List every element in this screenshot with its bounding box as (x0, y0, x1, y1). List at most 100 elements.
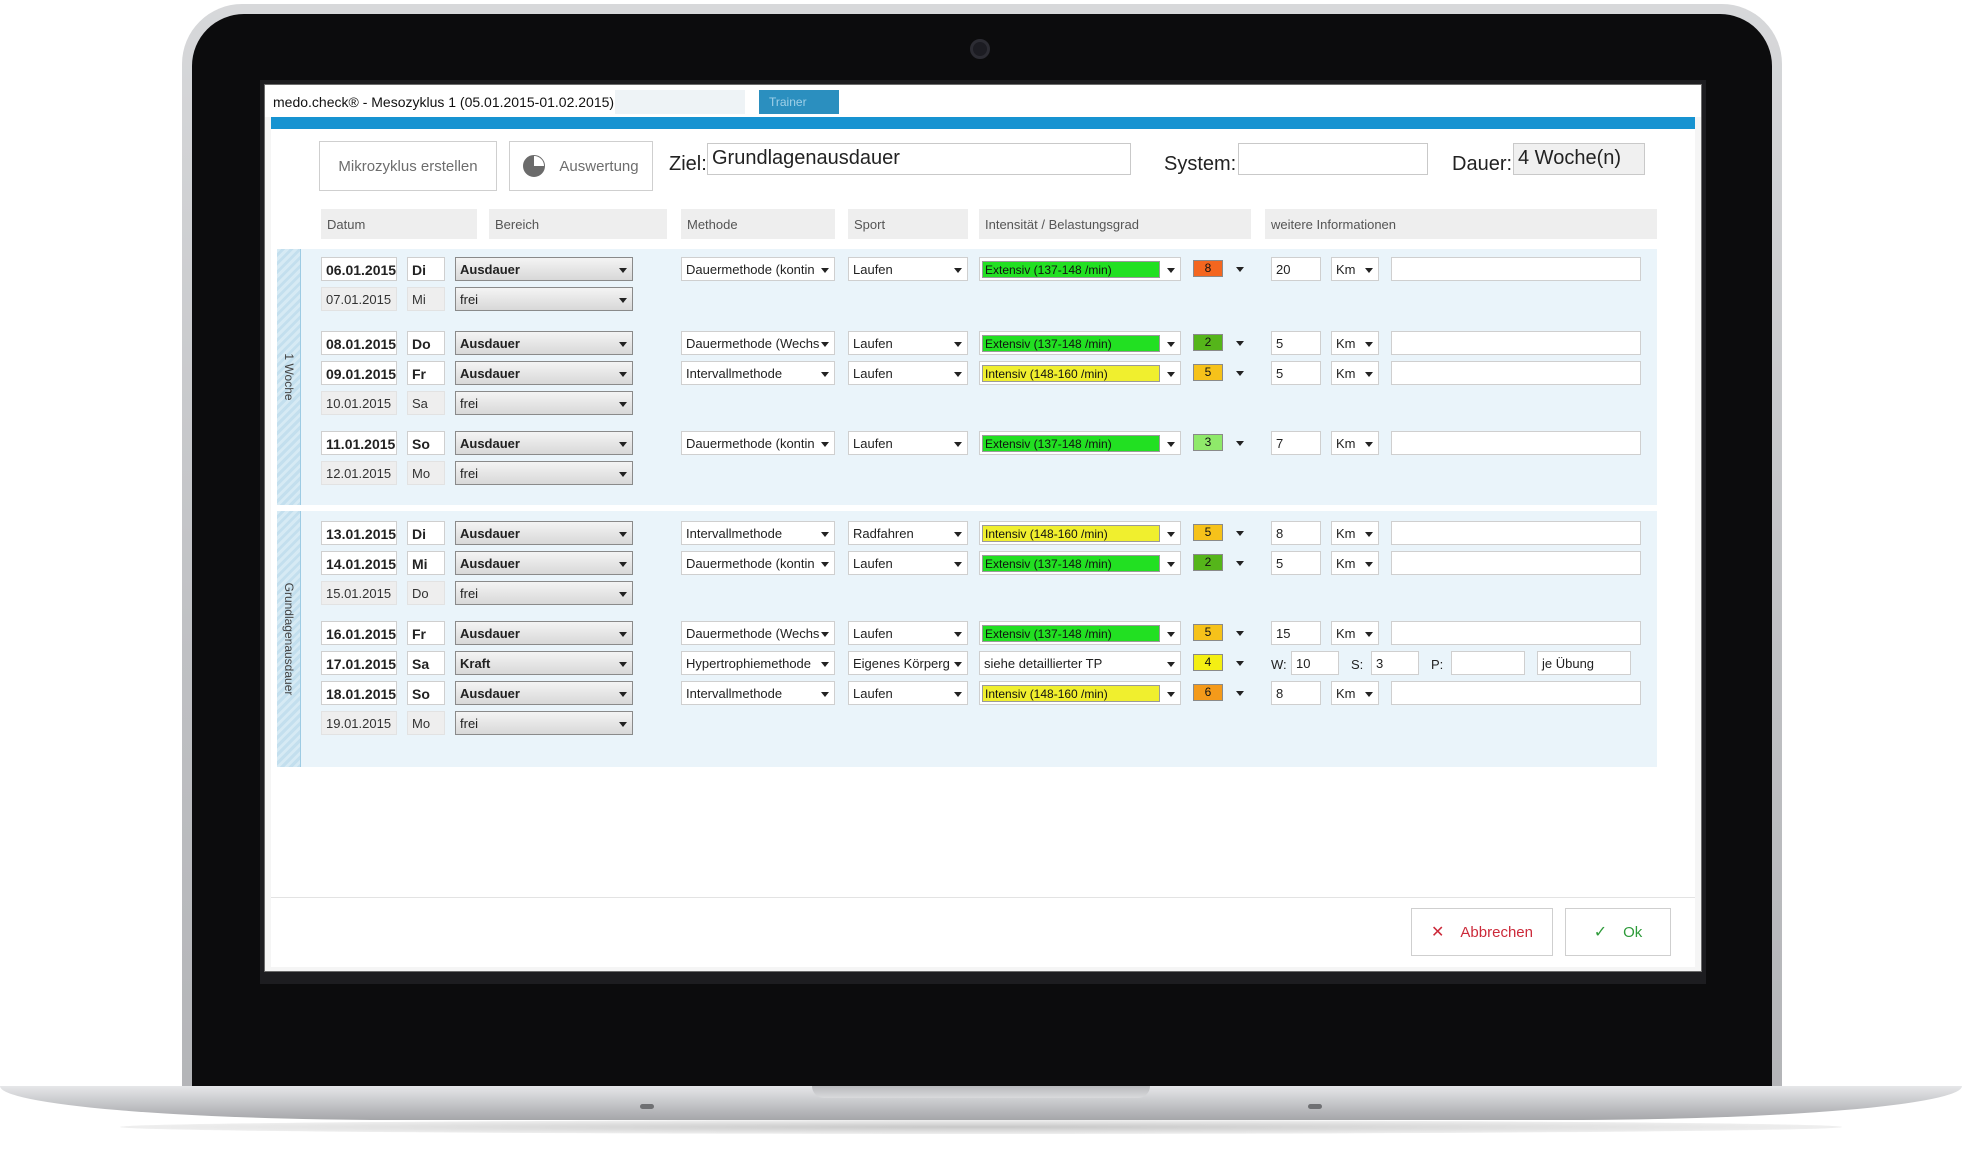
week-1-tab[interactable]: 1 Woche (277, 249, 301, 505)
unit-select[interactable]: Km (1331, 621, 1379, 645)
unit-select[interactable]: Km (1331, 551, 1379, 575)
intensity-select[interactable]: Intensiv (148-160 /min) (979, 681, 1181, 705)
notes-input[interactable] (1391, 621, 1641, 645)
load-level-select[interactable]: 5 (1191, 521, 1249, 545)
date-cell[interactable]: 13.01.2015 (321, 521, 397, 545)
load-level-select[interactable]: 2 (1191, 551, 1249, 575)
area-select[interactable]: Ausdauer (455, 551, 633, 575)
weight-input[interactable]: 10 (1291, 651, 1339, 675)
intensity-select[interactable]: Extensiv (137-148 /min) (979, 621, 1181, 645)
unit-select[interactable]: Km (1331, 431, 1379, 455)
area-select[interactable]: Ausdauer (455, 521, 633, 545)
goal-input[interactable]: Grundlagenausdauer (707, 143, 1131, 175)
load-level-select[interactable]: 6 (1191, 681, 1249, 705)
unit-select[interactable]: Km (1331, 361, 1379, 385)
date-cell[interactable]: 11.01.2015 (321, 431, 397, 455)
method-select[interactable]: Intervallmethode (681, 361, 835, 385)
date-cell[interactable]: 06.01.2015 (321, 257, 397, 281)
per-exercise-field[interactable]: je Übung (1537, 651, 1631, 675)
area-select[interactable]: Ausdauer (455, 431, 633, 455)
load-level-select[interactable]: 4 (1191, 651, 1249, 675)
chevron-down-icon (1236, 691, 1244, 696)
notes-input[interactable] (1391, 257, 1641, 281)
distance-input[interactable]: 20 (1271, 257, 1321, 281)
date-cell[interactable]: 08.01.2015 (321, 331, 397, 355)
intensity-select[interactable]: Extensiv (137-148 /min) (979, 331, 1181, 355)
sport-select[interactable]: Laufen (848, 257, 968, 281)
method-select[interactable]: Intervallmethode (681, 521, 835, 545)
pause-input[interactable] (1451, 651, 1525, 675)
load-level-select[interactable]: 8 (1191, 257, 1249, 281)
unit-select[interactable]: Km (1331, 681, 1379, 705)
chevron-down-icon (821, 562, 829, 567)
cancel-button[interactable]: ✕ Abbrechen (1411, 908, 1553, 956)
intensity-select[interactable]: Intensiv (148-160 /min) (979, 361, 1181, 385)
unit-select-value: Km (1336, 366, 1356, 381)
notes-input[interactable] (1391, 521, 1641, 545)
load-level-select[interactable]: 2 (1191, 331, 1249, 355)
date-cell[interactable]: 09.01.2015 (321, 361, 397, 385)
intensity-select[interactable]: Intensiv (148-160 /min) (979, 521, 1181, 545)
intensity-select[interactable]: Extensiv (137-148 /min) (979, 257, 1181, 281)
notes-input[interactable] (1391, 331, 1641, 355)
distance-input[interactable]: 5 (1271, 361, 1321, 385)
create-microcycle-button[interactable]: Mikrozyklus erstellen (319, 141, 497, 191)
sport-select[interactable]: Radfahren (848, 521, 968, 545)
ok-button[interactable]: ✓ Ok (1565, 908, 1671, 956)
date-cell[interactable]: 18.01.2015 (321, 681, 397, 705)
area-select[interactable]: frei (455, 581, 633, 605)
area-select[interactable]: Ausdauer (455, 361, 633, 385)
area-select[interactable]: Ausdauer (455, 331, 633, 355)
sport-select[interactable]: Laufen (848, 621, 968, 645)
method-select[interactable]: Dauermethode (kontin (681, 257, 835, 281)
method-select[interactable]: Dauermethode (kontin (681, 551, 835, 575)
date-cell[interactable]: 14.01.2015 (321, 551, 397, 575)
area-select[interactable]: frei (455, 287, 633, 311)
distance-input[interactable]: 15 (1271, 621, 1321, 645)
area-select[interactable]: Ausdauer (455, 621, 633, 645)
sport-select[interactable]: Laufen (848, 431, 968, 455)
distance-input[interactable]: 7 (1271, 431, 1321, 455)
distance-input[interactable]: 8 (1271, 521, 1321, 545)
notes-input[interactable] (1391, 681, 1641, 705)
distance-input[interactable]: 5 (1271, 331, 1321, 355)
intensity-select[interactable]: siehe detaillierter TP (979, 651, 1181, 675)
system-input[interactable] (1238, 143, 1428, 175)
notes-input[interactable] (1391, 361, 1641, 385)
area-select[interactable]: Ausdauer (455, 681, 633, 705)
chevron-down-icon (1236, 341, 1244, 346)
area-select[interactable]: Kraft (455, 651, 633, 675)
unit-select[interactable]: Km (1331, 331, 1379, 355)
method-select[interactable]: Dauermethode (Wechs (681, 331, 835, 355)
load-level-select[interactable]: 5 (1191, 621, 1249, 645)
area-select[interactable]: frei (455, 461, 633, 485)
date-cell[interactable]: 16.01.2015 (321, 621, 397, 645)
week-2-tab[interactable]: Grundlagenausdauer (277, 511, 301, 767)
unit-select[interactable]: Km (1331, 521, 1379, 545)
area-select[interactable]: Ausdauer (455, 257, 633, 281)
unit-select[interactable]: Km (1331, 257, 1379, 281)
pause-label: P: (1431, 657, 1444, 672)
notes-input[interactable] (1391, 551, 1641, 575)
method-select[interactable]: Dauermethode (Wechs (681, 621, 835, 645)
sport-select[interactable]: Eigenes Körperg (848, 651, 968, 675)
distance-input[interactable]: 5 (1271, 551, 1321, 575)
load-level-select[interactable]: 5 (1191, 361, 1249, 385)
distance-input[interactable]: 8 (1271, 681, 1321, 705)
sport-select[interactable]: Laufen (848, 331, 968, 355)
evaluation-button[interactable]: Auswertung (509, 141, 653, 191)
method-select[interactable]: Intervallmethode (681, 681, 835, 705)
intensity-select[interactable]: Extensiv (137-148 /min) (979, 431, 1181, 455)
intensity-select[interactable]: Extensiv (137-148 /min) (979, 551, 1181, 575)
date-cell[interactable]: 17.01.2015 (321, 651, 397, 675)
notes-input[interactable] (1391, 431, 1641, 455)
sport-select[interactable]: Laufen (848, 361, 968, 385)
sport-select[interactable]: Laufen (848, 681, 968, 705)
sets-input[interactable]: 3 (1371, 651, 1419, 675)
method-select[interactable]: Dauermethode (kontin (681, 431, 835, 455)
area-select[interactable]: frei (455, 391, 633, 415)
area-select[interactable]: frei (455, 711, 633, 735)
load-level-select[interactable]: 3 (1191, 431, 1249, 455)
method-select[interactable]: Hypertrophiemethode (681, 651, 835, 675)
sport-select[interactable]: Laufen (848, 551, 968, 575)
